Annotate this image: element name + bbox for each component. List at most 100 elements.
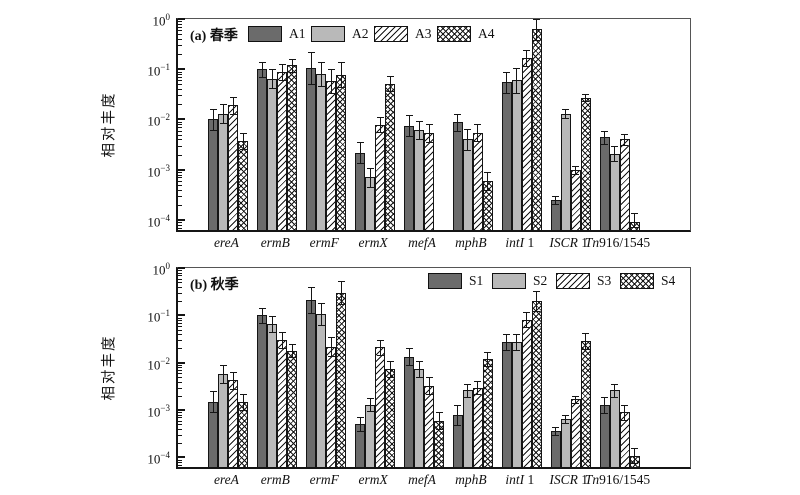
error-bar-cap <box>454 113 462 115</box>
x-tick-label-ISCR1: ISCR 1 <box>549 472 588 487</box>
bar-S4-ermB <box>287 350 298 467</box>
error-bar-line <box>614 146 616 161</box>
y-minor-tick <box>178 412 182 414</box>
bar-A3-intI1 <box>521 58 532 230</box>
x-tick-label-intI1: intI 1 <box>505 472 535 487</box>
legend-item-A2: A2 <box>311 26 374 42</box>
error-bar-cap <box>288 343 296 345</box>
legend-item-A4: A4 <box>437 26 500 42</box>
error-bar-cap <box>425 394 433 396</box>
error-bar-cap <box>484 171 492 173</box>
error-bar-cap <box>523 66 531 68</box>
y-minor-tick <box>178 84 182 86</box>
x-tick-label-ermF: ermF <box>309 472 339 487</box>
error-bar-line <box>281 63 283 80</box>
legend-swatch-diagonal-hatch <box>556 273 590 289</box>
x-tick-label-ereA: ereA <box>213 472 239 487</box>
error-bar-cap <box>337 281 345 283</box>
error-bar-cap <box>425 377 433 378</box>
y-minor-tick <box>178 373 182 375</box>
y-minor-tick <box>178 286 182 288</box>
y-minor-tick <box>178 462 182 464</box>
bar-A3-ermB <box>277 71 288 230</box>
error-bar-cap <box>621 133 629 135</box>
bar-S2-Tn9161545 <box>609 390 620 467</box>
panel-b-season-label: 秋季 <box>210 278 239 293</box>
error-bar-line <box>438 412 440 429</box>
error-bar-line <box>330 336 332 357</box>
error-bar-cap <box>425 124 433 126</box>
legend-item-S1: S1 <box>428 273 492 289</box>
bar-A2-ISCR1 <box>560 113 571 230</box>
error-bar-line <box>477 380 479 395</box>
error-bar-cap <box>415 139 423 141</box>
legend-item-S4: S4 <box>620 273 684 289</box>
error-bar-cap <box>415 120 423 122</box>
error-bar-line <box>634 447 636 464</box>
panel-b-y-axis-title: 相对丰度 <box>101 334 118 401</box>
bar-A1-intI1 <box>501 82 512 230</box>
y-minor-tick <box>178 459 182 461</box>
error-bar-cap <box>229 371 237 373</box>
bar-S3-ISCR1 <box>570 399 581 467</box>
panel-a-y-axis-title: 相对丰度 <box>101 91 118 158</box>
error-bar-cap <box>601 130 609 132</box>
y-major-tick <box>178 168 185 171</box>
error-bar-cap <box>219 104 227 106</box>
error-bar-cap <box>621 404 629 406</box>
y-minor-tick <box>178 275 182 277</box>
panel-a-tag: (a) 春季 <box>190 25 238 45</box>
error-bar-line <box>310 286 312 314</box>
error-bar-cap <box>552 426 560 428</box>
bar-S2-intI1 <box>511 342 522 467</box>
bar-A4-ereA <box>238 140 249 230</box>
y-major-tick <box>178 218 185 221</box>
bar-A3-ermF <box>326 81 337 230</box>
legend-item-A1: A1 <box>248 26 311 42</box>
y-minor-tick <box>178 272 182 274</box>
error-bar-cap <box>376 354 384 356</box>
x-tick-label-mefA: mefA <box>408 235 436 250</box>
error-bar-cap <box>621 419 629 421</box>
bar-S2-ermB <box>267 324 278 467</box>
error-bar-cap <box>572 173 580 175</box>
error-bar-cap <box>611 160 619 162</box>
bar-A1-ermB <box>257 69 268 230</box>
y-major-tick <box>178 361 185 364</box>
error-bar-cap <box>366 411 374 413</box>
error-bar-cap <box>621 145 629 147</box>
error-bar-cap <box>229 96 237 98</box>
error-bar-line <box>369 167 371 188</box>
error-bar-cap <box>601 412 609 414</box>
bar-A3-mefA <box>424 133 434 230</box>
bar-S1-mefA <box>404 356 414 467</box>
error-bar-line <box>212 391 214 413</box>
y-minor-tick <box>178 301 182 303</box>
error-bar-line <box>604 396 606 413</box>
error-bar-line <box>467 383 469 398</box>
error-bar-cap <box>572 165 580 167</box>
error-bar-cap <box>366 398 374 400</box>
error-bar-cap <box>435 428 443 430</box>
error-bar-line <box>604 130 606 145</box>
error-bar-cap <box>631 212 639 214</box>
error-bar-line <box>555 195 557 204</box>
bar-S1-Tn9161545 <box>599 404 610 467</box>
bar-S2-mphB <box>462 390 473 467</box>
bar-S2-ermX <box>365 404 376 467</box>
error-bar-cap <box>582 332 590 334</box>
error-bar-line <box>467 128 469 151</box>
error-bar-cap <box>503 334 511 336</box>
error-bar-line <box>526 50 528 67</box>
y-minor-tick <box>178 270 182 272</box>
error-bar-line <box>271 316 273 333</box>
legend-swatch-crosshatch <box>620 273 654 289</box>
error-bar-cap <box>601 396 609 398</box>
x-tick-label-ermB: ermB <box>260 235 290 250</box>
error-bar-line <box>379 340 381 355</box>
y-major-tick <box>178 456 185 459</box>
error-bar-line <box>506 334 508 351</box>
y-minor-tick <box>178 227 182 229</box>
legend-item-S3: S3 <box>556 273 620 289</box>
error-bar-cap <box>337 304 345 306</box>
